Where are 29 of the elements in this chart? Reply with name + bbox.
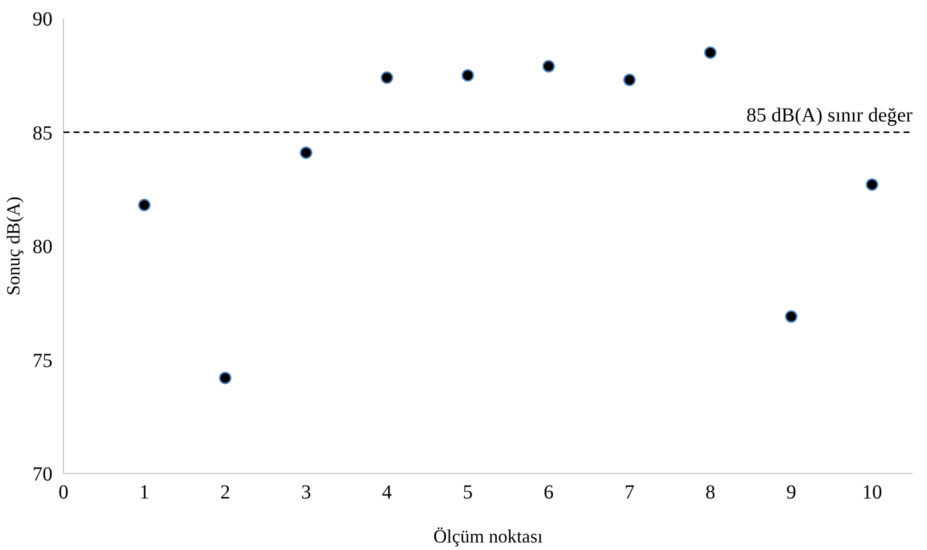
point [784, 310, 798, 323]
x-tick-label: 10 [862, 482, 882, 504]
x-tick-label: 3 [301, 482, 312, 504]
x-tick-label: 2 [220, 482, 230, 504]
y-axis-title: Sonuç dB(A) [4, 196, 24, 296]
point [300, 146, 312, 159]
x-tick-label: 0 [58, 482, 68, 504]
point [623, 74, 636, 86]
ref-line-label: 85 dB(A) sınır değer [746, 104, 913, 126]
point [138, 198, 151, 212]
x-tick-label: 8 [705, 482, 716, 504]
point [218, 372, 232, 384]
y-tick-label: 90 [32, 8, 52, 30]
y-tick-label: 75 [32, 350, 52, 372]
point [866, 178, 878, 191]
x-tick-label: 9 [786, 482, 796, 504]
x-tick-label: 1 [139, 482, 150, 504]
point [380, 71, 394, 84]
x-tick-label: 7 [624, 482, 634, 504]
y-tick-label: 80 [32, 236, 52, 258]
x-tick-label: 5 [462, 482, 473, 504]
x-tick-label: 6 [544, 482, 554, 504]
point [462, 69, 474, 82]
y-tick-label: 70 [32, 464, 52, 486]
x-axis-title: Ölçüm noktası [433, 526, 543, 548]
y-tick-label: 85 [32, 122, 52, 144]
point [542, 60, 555, 73]
point [704, 46, 717, 59]
x-tick-label: 4 [382, 482, 392, 504]
